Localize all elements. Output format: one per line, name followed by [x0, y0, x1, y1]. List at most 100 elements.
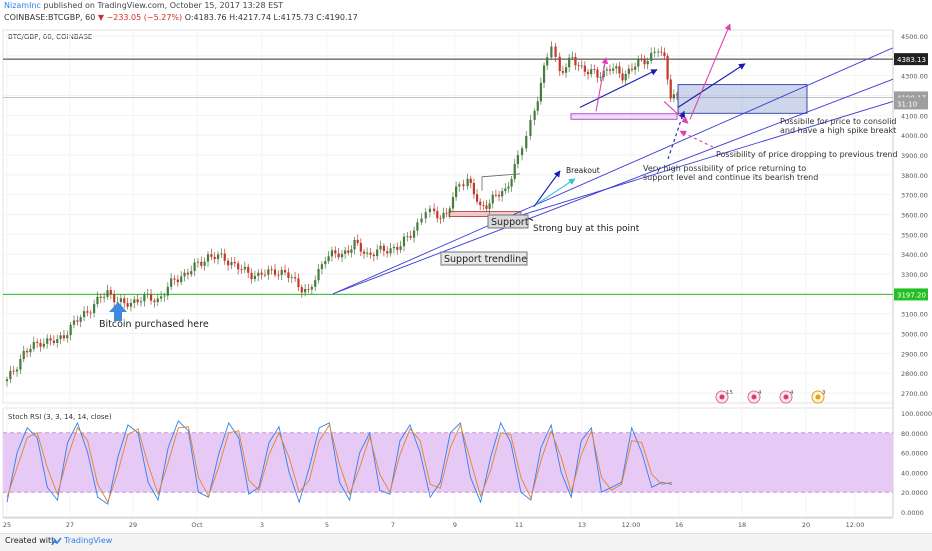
x-tick-label: 9 [453, 521, 457, 529]
candle-body [344, 250, 347, 254]
candle-body [675, 94, 679, 96]
candle-body [660, 51, 663, 53]
spike-arrow [595, 57, 609, 112]
candle-body [539, 82, 543, 102]
purchase-arrow-icon [109, 302, 127, 321]
candle-body [283, 270, 287, 273]
candle-body [273, 269, 277, 275]
candle-body [475, 194, 479, 202]
event-badge-dot [719, 394, 725, 400]
candle-body [533, 110, 536, 120]
candle-body [462, 184, 465, 187]
candle-body [583, 65, 586, 72]
candle-body [542, 65, 546, 83]
candle-body [15, 369, 19, 372]
candle-body [79, 317, 82, 322]
candle-body [356, 239, 359, 243]
candle-body [497, 195, 501, 197]
candle-body [250, 272, 253, 280]
candle-body [56, 339, 59, 343]
price-label-tag [894, 53, 928, 66]
y-tick-label: 3100.00 [901, 311, 928, 319]
publish-header: NizamInc published on TradingView.com, O… [4, 1, 283, 10]
candle-body [213, 256, 216, 260]
candle-body [510, 179, 513, 187]
candle-body [529, 119, 532, 136]
y-tick-label: 3500.00 [901, 231, 928, 239]
candle-body [554, 46, 557, 57]
candle-body [99, 296, 102, 298]
candle-body [36, 341, 39, 343]
breakout-arrow-cyan [535, 178, 576, 206]
candle-body [136, 299, 139, 303]
author-link[interactable]: NizamInc [4, 1, 41, 10]
candle-body [396, 246, 399, 250]
candle-body [200, 261, 203, 266]
candle-body [488, 203, 491, 209]
y-tick-label: 4500.00 [901, 33, 928, 41]
candle-body [571, 56, 574, 58]
candle-body [327, 256, 330, 262]
candle-body [123, 298, 126, 304]
candle-body [448, 208, 451, 214]
candle-body [173, 278, 176, 280]
candle-body [76, 320, 79, 322]
event-badge-count: 4 [758, 390, 762, 396]
candle-body [263, 274, 267, 276]
candle-body [310, 286, 313, 290]
candle-body [196, 261, 200, 263]
candle-body [424, 212, 427, 219]
candle-body [482, 205, 485, 206]
candle-body [340, 253, 344, 258]
candle-body [362, 251, 366, 254]
candle-body [12, 370, 15, 372]
y-tick-label: 3300.00 [901, 271, 928, 279]
candle-body [663, 52, 666, 56]
candle-body [314, 280, 317, 287]
candle-body [634, 66, 637, 70]
candle-body [216, 254, 220, 260]
candle-body [39, 342, 42, 347]
candle-body [253, 275, 256, 280]
candle-body [369, 252, 372, 255]
candle-body [116, 302, 119, 303]
candle-body [392, 246, 396, 249]
stoch-y-tick: 60.0000 [901, 450, 928, 458]
candle-body [558, 56, 561, 72]
candle-body [451, 197, 455, 209]
annotation-bitcoin-purchased: Bitcoin purchased here [99, 319, 209, 330]
candle-body [72, 320, 76, 325]
candle-body [317, 269, 320, 281]
candle-body [203, 261, 206, 266]
annotation-returning-1: Very high possibility of price returning… [643, 164, 806, 173]
candle-body [605, 69, 608, 71]
candle-body [399, 246, 402, 250]
candle-body [66, 335, 69, 339]
y-tick-label: 4000.00 [901, 132, 928, 140]
candle-body [156, 298, 159, 303]
candle-body [469, 178, 472, 183]
candle-body [89, 312, 92, 314]
candle-body [267, 269, 270, 275]
candle-body [669, 79, 672, 99]
candle-body [621, 73, 624, 81]
candle-body [19, 358, 22, 370]
price-label-text: 4383.13 [897, 56, 926, 64]
candle-body [466, 178, 469, 187]
candle-body [334, 250, 337, 254]
candle-body [297, 278, 300, 288]
candle-body [287, 272, 290, 279]
candle-body [445, 212, 448, 214]
tradingview-brand[interactable]: TradingView [64, 536, 113, 545]
event-badge-count: 15 [726, 390, 733, 396]
x-tick-label: 29 [129, 521, 137, 529]
candle-body [442, 212, 445, 219]
candle-body [46, 338, 49, 344]
x-tick-label: 5 [325, 521, 329, 529]
published-text: published on TradingView.com, October 15… [43, 1, 284, 10]
candle-body [402, 236, 406, 247]
high-label: H:4217.74 [229, 13, 271, 22]
candle-body [294, 277, 297, 279]
support-zone-low [448, 211, 522, 217]
